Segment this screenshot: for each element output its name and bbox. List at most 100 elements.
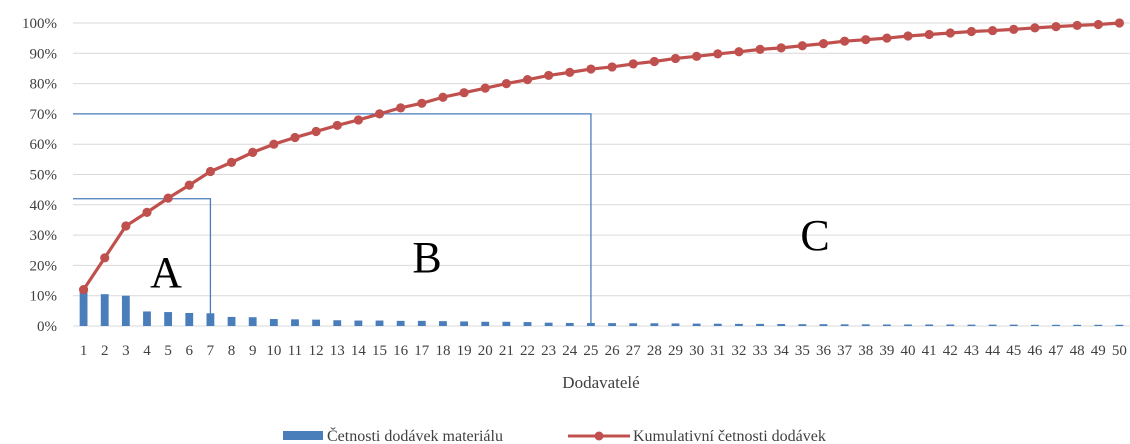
x-tick-label: 41	[922, 343, 937, 359]
x-tick-label: 20	[478, 343, 493, 359]
x-tick-label: 15	[372, 343, 387, 359]
x-tick-label: 18	[435, 343, 450, 359]
x-tick-label: 1	[80, 343, 88, 359]
bar	[608, 323, 616, 326]
bar	[185, 312, 194, 326]
bar	[798, 324, 807, 326]
bar	[439, 321, 447, 326]
bar	[671, 323, 680, 326]
cumulative-point	[248, 147, 258, 157]
cumulative-point	[945, 28, 955, 38]
cumulative-point	[438, 92, 448, 102]
x-tick-label: 8	[228, 343, 236, 359]
x-tick-label: 43	[964, 343, 979, 359]
cumulative-point	[163, 193, 173, 203]
bar	[1094, 324, 1103, 326]
bar	[1009, 324, 1018, 326]
bar	[248, 317, 257, 326]
x-tick-label: 37	[837, 343, 853, 359]
x-axis-title: Dodavatelé	[562, 373, 639, 392]
x-tick-label: 45	[1006, 343, 1021, 359]
x-tick-label: 42	[943, 343, 958, 359]
cumulative-point	[586, 64, 596, 74]
bar	[565, 322, 574, 326]
cumulative-point	[1072, 20, 1082, 31]
bar	[756, 323, 764, 326]
cumulative-point	[290, 132, 300, 143]
y-tick-label: 50%	[30, 168, 58, 184]
x-axis-tick-labels: 1 2 3 4 5 6 7 8 9 10 11 12 13 14 15 16 17 18 19 20 21 22 23 24 2…	[80, 343, 1127, 359]
bar	[988, 324, 997, 326]
bar	[269, 319, 278, 326]
x-tick-label: 35	[795, 343, 810, 359]
cumulative-point	[755, 44, 765, 54]
y-tick-label: 90%	[30, 46, 58, 62]
y-tick-label: 0%	[37, 319, 57, 335]
x-tick-label: 33	[753, 343, 768, 359]
bar	[417, 320, 426, 326]
bar	[291, 319, 299, 326]
cumulative-point	[480, 83, 490, 93]
x-tick-label: 34	[774, 343, 790, 359]
cumulative-point	[396, 103, 406, 113]
x-tick-label: 21	[499, 343, 514, 359]
bar	[840, 324, 849, 326]
bar	[1073, 324, 1082, 326]
cumulative-point	[692, 51, 702, 61]
region-label-c: C	[800, 211, 829, 260]
y-tick-label: 60%	[30, 137, 58, 153]
bar	[143, 311, 151, 326]
x-tick-label: 32	[731, 343, 746, 359]
bar	[713, 323, 722, 326]
y-axis-tick-labels: 0% 10% 20% 30% 40% 50% 60% 70% 80% 90% 100%	[22, 16, 57, 335]
cumulative-point	[776, 43, 786, 53]
cumulative-point	[818, 39, 829, 49]
x-tick-label: 4	[143, 343, 151, 359]
bar	[1052, 324, 1060, 326]
cumulative-point	[565, 67, 575, 77]
x-tick-label: 3	[122, 343, 130, 359]
y-tick-label: 80%	[30, 77, 58, 93]
x-tick-label: 10	[266, 343, 281, 359]
bar	[481, 321, 490, 326]
bar	[650, 323, 659, 326]
bar	[734, 323, 743, 326]
x-tick-label: 9	[249, 343, 257, 359]
region-boundary-line	[73, 113, 592, 326]
bar	[692, 323, 701, 326]
x-tick-label: 47	[1049, 343, 1065, 359]
bar	[227, 316, 236, 326]
bar	[523, 322, 532, 326]
bar	[861, 324, 870, 326]
cumulative-point	[713, 49, 723, 59]
bar	[121, 295, 130, 326]
bar	[777, 324, 786, 326]
x-tick-label: 5	[164, 343, 172, 359]
region-boundary-line	[73, 198, 212, 326]
bar	[819, 324, 828, 326]
cumulative-point	[205, 166, 216, 177]
cumulative-point	[903, 31, 913, 41]
gridlines	[73, 22, 1130, 327]
bar	[1115, 324, 1124, 326]
bar-series-cetnosti	[79, 291, 1124, 326]
x-tick-label: 13	[330, 343, 345, 359]
cumulative-point	[544, 70, 554, 81]
y-tick-label: 40%	[30, 198, 58, 214]
x-tick-label: 12	[309, 343, 324, 359]
x-tick-label: 40	[901, 343, 916, 359]
legend-label-line: Kumulativní četnosti dodávek	[633, 428, 826, 444]
cumulative-point	[353, 115, 363, 125]
cumulative-point	[1009, 24, 1019, 34]
cumulative-point	[226, 157, 237, 167]
bar	[396, 320, 405, 326]
x-tick-label: 29	[668, 343, 683, 359]
abc-region-lines	[73, 113, 592, 326]
cumulative-point	[649, 56, 659, 67]
bar	[502, 321, 511, 326]
x-tick-label: 50	[1112, 343, 1127, 359]
x-tick-label: 19	[457, 343, 472, 359]
bar	[354, 320, 363, 326]
x-tick-label: 26	[605, 343, 621, 359]
